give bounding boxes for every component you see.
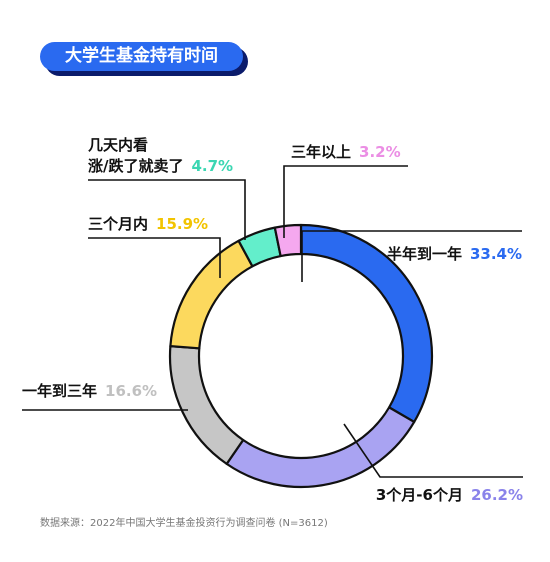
slice-5 [273, 223, 303, 258]
slice-label-1: 3个月-6个月 26.2% [376, 486, 523, 504]
slice-1 [225, 406, 416, 489]
leader-line-5 [283, 165, 408, 238]
slice-label-5: 三年以上 3.2% [291, 143, 401, 161]
title-badge: 大学生基金持有时间 [40, 42, 248, 76]
slice-value-0: 33.4% [470, 245, 522, 263]
leader-line-0 [301, 230, 522, 282]
slice-label-3: 三个月内 15.9% [88, 215, 208, 233]
slice-value-2: 16.6% [105, 382, 157, 400]
slice-value-1: 26.2% [471, 486, 523, 504]
leader-line-3 [88, 237, 221, 278]
slice-label-4-line-1: 涨/跌了就卖了 4.7% [88, 157, 233, 175]
slice-label-0: 半年到一年 33.4% [387, 245, 522, 263]
source-note: 数据来源：2022年中国大学生基金投资行为调查问卷 (N=3612) [40, 518, 328, 529]
chart-title: 大学生基金持有时间 [40, 42, 243, 71]
slice-2 [168, 345, 245, 465]
slice-value-4: 4.7% [191, 157, 233, 175]
slice-value-3: 15.9% [156, 215, 208, 233]
leader-line-4 [88, 179, 246, 240]
leader-line-1 [343, 423, 523, 478]
slice-label-4-line-0: 几天内看 [88, 136, 148, 154]
slice-value-5: 3.2% [359, 143, 401, 161]
slice-3 [169, 239, 254, 350]
slice-label-2: 一年到三年 16.6% [22, 382, 157, 400]
